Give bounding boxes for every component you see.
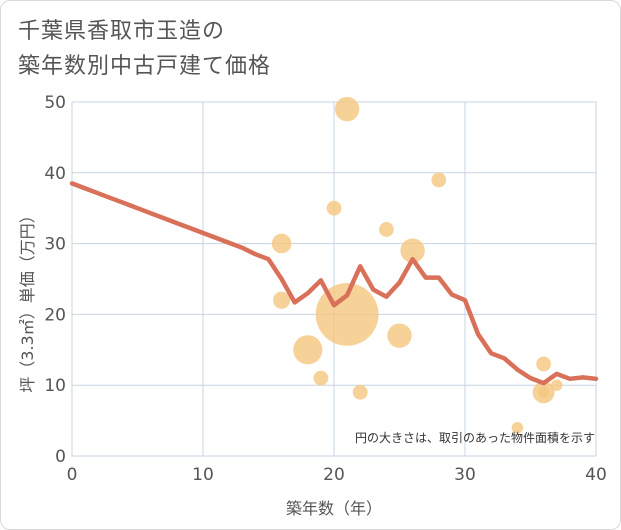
bubble-point-0 <box>271 233 292 254</box>
y-tick-label-1: 10 <box>44 376 66 396</box>
chart-title-line-1: 千葉県香取市玉造の <box>18 19 226 44</box>
y-tick-label-3: 30 <box>44 235 66 255</box>
bubble-point-11 <box>431 172 447 188</box>
bubble-point-1 <box>273 291 291 309</box>
bubble-point-16 <box>550 379 563 391</box>
bubble-point-15 <box>537 386 550 398</box>
x-tick-labels: 0 10 20 30 40 <box>67 465 607 485</box>
y-tick-labels: 0 10 20 30 40 50 <box>44 93 66 467</box>
bubble-point-9 <box>387 323 412 348</box>
y-tick-label-0: 0 <box>55 447 66 467</box>
bubble-point-3 <box>313 370 329 386</box>
grid <box>72 102 596 456</box>
x-tick-label-0: 0 <box>67 465 78 485</box>
bubble-point-2 <box>293 335 323 365</box>
bubble-point-12 <box>511 421 524 434</box>
x-tick-label-3: 30 <box>454 465 476 485</box>
trend-line <box>69 181 599 386</box>
x-tick-label-4: 40 <box>585 465 607 485</box>
x-tick-label-2: 20 <box>323 465 345 485</box>
y-tick-label-5: 50 <box>44 93 66 113</box>
bubble-point-13 <box>536 356 551 372</box>
chart-title: 千葉県香取市玉造の 築年数別中古戸建て価格 <box>18 14 271 84</box>
bubble-size-note: 円の大きさは、取引のあった物件面積を示す <box>355 430 595 445</box>
bubble-point-10 <box>400 238 425 263</box>
bubble-point-5 <box>334 96 360 122</box>
y-axis-label: 坪（3.3㎡）単価（万円） <box>18 207 37 392</box>
x-axis-label: 築年数（年） <box>286 499 382 518</box>
x-tick-label-1: 10 <box>192 465 214 485</box>
y-tick-label-4: 40 <box>44 164 66 184</box>
y-tick-label-2: 20 <box>44 305 66 325</box>
bubble-point-4 <box>326 200 342 216</box>
bubble-point-7 <box>352 384 368 400</box>
bubble-point-8 <box>379 222 394 237</box>
chart-title-line-2: 築年数別中古戸建て価格 <box>18 54 272 79</box>
